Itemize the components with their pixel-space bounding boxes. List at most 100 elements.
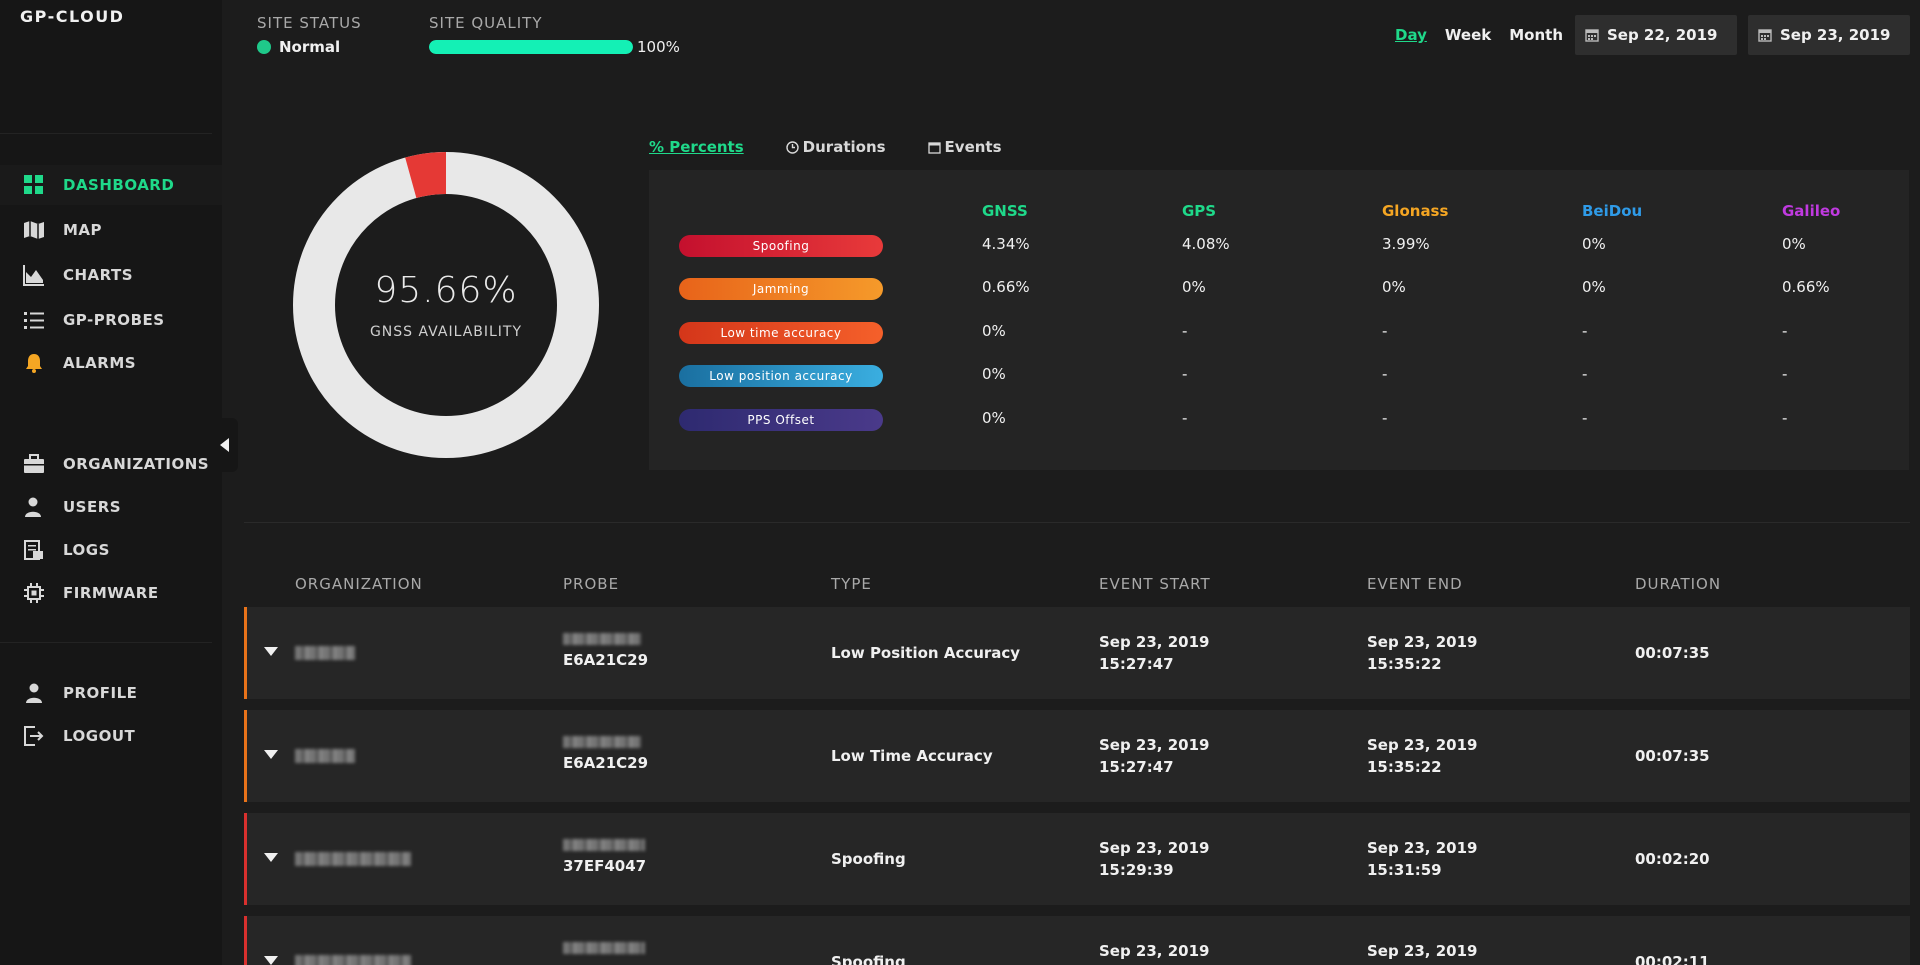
metric-pill-low-time-accuracy: Low time accuracy [679, 322, 883, 344]
range-tab-month[interactable]: Month [1509, 26, 1563, 44]
event-end-time: 15:35:22 [1367, 655, 1442, 673]
divider [0, 642, 212, 643]
table-row[interactable]: 37EF4047 Spoofing Sep 23, 2019 15:29:39 … [244, 813, 1910, 905]
date-from-picker[interactable]: Sep 22, 2019 [1575, 15, 1737, 55]
expand-caret-icon[interactable] [264, 853, 278, 862]
event-type: Low Position Accuracy [831, 644, 1021, 662]
sidebar-item-label: LOGS [63, 541, 110, 559]
event-type: Spoofing [831, 953, 906, 965]
brand-logo[interactable]: GP-CLOUD [20, 7, 125, 26]
event-start-time: 15:27:47 [1099, 758, 1174, 776]
metric-cell: - [1782, 365, 1788, 383]
probe-id: 37EF4047 [563, 857, 647, 875]
event-end-date: Sep 23, 2019 [1367, 942, 1478, 960]
availability-donut: 95.66% GNSS AVAILABILITY [293, 152, 599, 458]
metric-cell: - [1782, 409, 1788, 427]
probe-id: E6A21C29 [563, 754, 649, 772]
metric-cell: - [1782, 322, 1788, 340]
sidebar-item-logout[interactable]: LOGOUT [0, 716, 222, 756]
collapse-sidebar-button[interactable] [212, 418, 238, 472]
expand-caret-icon[interactable] [264, 647, 278, 656]
sidebar-item-label: LOGOUT [63, 727, 136, 745]
event-type: Low Time Accuracy [831, 747, 993, 765]
table-row[interactable]: E6A21C29 Low Time Accuracy Sep 23, 2019 … [244, 710, 1910, 802]
briefcase-icon [22, 452, 46, 476]
column-header-probe[interactable]: PROBE [563, 575, 620, 593]
date-to-value: Sep 23, 2019 [1780, 26, 1891, 44]
expand-caret-icon[interactable] [264, 956, 278, 965]
quality-progress-bar [429, 40, 633, 54]
column-header-organization[interactable]: ORGANIZATION [295, 575, 423, 593]
donut-chart [293, 152, 599, 458]
column-header-gps: GPS [1182, 202, 1217, 220]
metric-cell: 4.08% [1182, 235, 1230, 253]
sidebar-item-firmware[interactable]: FIRMWARE [0, 573, 222, 613]
sidebar-item-label: USERS [63, 498, 122, 516]
event-duration: 00:02:11 [1635, 953, 1710, 965]
metric-pill-jamming: Jamming [679, 278, 883, 300]
quality-progress-fill [429, 40, 633, 54]
calendar-icon [1585, 29, 1599, 42]
availability-label: GNSS AVAILABILITY [369, 324, 523, 340]
redacted-organization [295, 955, 411, 965]
metric-pill-pps-offset: PPS Offset [679, 409, 883, 431]
metric-cell: - [1182, 365, 1188, 383]
metric-cell: 3.99% [1382, 235, 1430, 253]
column-header-event-start[interactable]: EVENT START [1099, 575, 1211, 593]
metric-cell: - [1382, 409, 1388, 427]
metric-tabs: % Percents Durations Events [649, 138, 1002, 156]
tab-events[interactable]: Events [927, 138, 1002, 156]
table-row[interactable]: E6A21C29 Low Position Accuracy Sep 23, 2… [244, 607, 1910, 699]
sidebar-item-alarms[interactable]: ALARMS [0, 343, 222, 383]
date-to-picker[interactable]: Sep 23, 2019 [1748, 15, 1910, 55]
sidebar-item-charts[interactable]: CHARTS [0, 255, 222, 295]
range-tabs: Day Week Month [1395, 26, 1563, 44]
tab-durations[interactable]: Durations [785, 138, 886, 156]
event-duration: 00:02:20 [1635, 850, 1710, 868]
range-tab-week[interactable]: Week [1444, 26, 1492, 44]
event-start-time: 15:29:39 [1099, 861, 1174, 879]
sidebar-item-label: FIRMWARE [63, 584, 159, 602]
range-tab-day[interactable]: Day [1395, 26, 1427, 44]
metric-cell: 4.34% [982, 235, 1030, 253]
metric-cell: - [1582, 409, 1588, 427]
sidebar-item-label: ALARMS [63, 354, 137, 372]
redacted-organization [295, 852, 411, 866]
sidebar-item-users[interactable]: USERS [0, 487, 222, 527]
metric-cell: 0% [1582, 278, 1606, 296]
column-header-duration[interactable]: DURATION [1635, 575, 1722, 593]
event-start-date: Sep 23, 2019 [1099, 633, 1210, 651]
metric-cell: 0% [982, 322, 1006, 340]
metric-pill-low-position-accuracy: Low position accuracy [679, 365, 883, 387]
metric-cell: - [1182, 322, 1188, 340]
column-header-type[interactable]: TYPE [831, 575, 872, 593]
column-header-event-end[interactable]: EVENT END [1367, 575, 1463, 593]
event-end-time: 15:31:59 [1367, 861, 1442, 879]
logout-icon [22, 724, 46, 748]
bell-icon [22, 351, 46, 375]
redacted-organization [295, 646, 355, 660]
map-icon [22, 218, 46, 242]
expand-caret-icon[interactable] [264, 750, 278, 759]
site-status-value-row: Normal [257, 38, 362, 56]
clock-icon [785, 140, 799, 154]
sidebar-item-gp-probes[interactable]: GP-PROBES [0, 300, 222, 340]
site-quality: SITE QUALITY 100% [429, 14, 680, 56]
calendar-icon [927, 141, 941, 154]
metric-cell: 0% [982, 365, 1006, 383]
metric-cell: - [1382, 365, 1388, 383]
sidebar-item-profile[interactable]: PROFILE [0, 673, 222, 713]
availability-value: 95.66% [374, 270, 518, 311]
sidebar-item-dashboard[interactable]: DASHBOARD [0, 165, 222, 205]
sidebar-item-organizations[interactable]: ORGANIZATIONS [0, 444, 222, 484]
sidebar-item-map[interactable]: MAP [0, 210, 222, 250]
metrics-panel: GNSS GPS Glonass BeiDou Galileo Spoofing… [649, 170, 1909, 470]
calendar-icon [1758, 29, 1772, 42]
tab-percents[interactable]: % Percents [649, 138, 744, 156]
sidebar-item-logs[interactable]: LOGS [0, 530, 222, 570]
event-end-date: Sep 23, 2019 [1367, 839, 1478, 857]
tab-label: Events [944, 138, 1002, 156]
metric-cell: - [1382, 322, 1388, 340]
table-row[interactable]: Spoofing Sep 23, 2019 Sep 23, 2019 00:02… [244, 916, 1910, 965]
site-quality-label: SITE QUALITY [429, 14, 543, 32]
